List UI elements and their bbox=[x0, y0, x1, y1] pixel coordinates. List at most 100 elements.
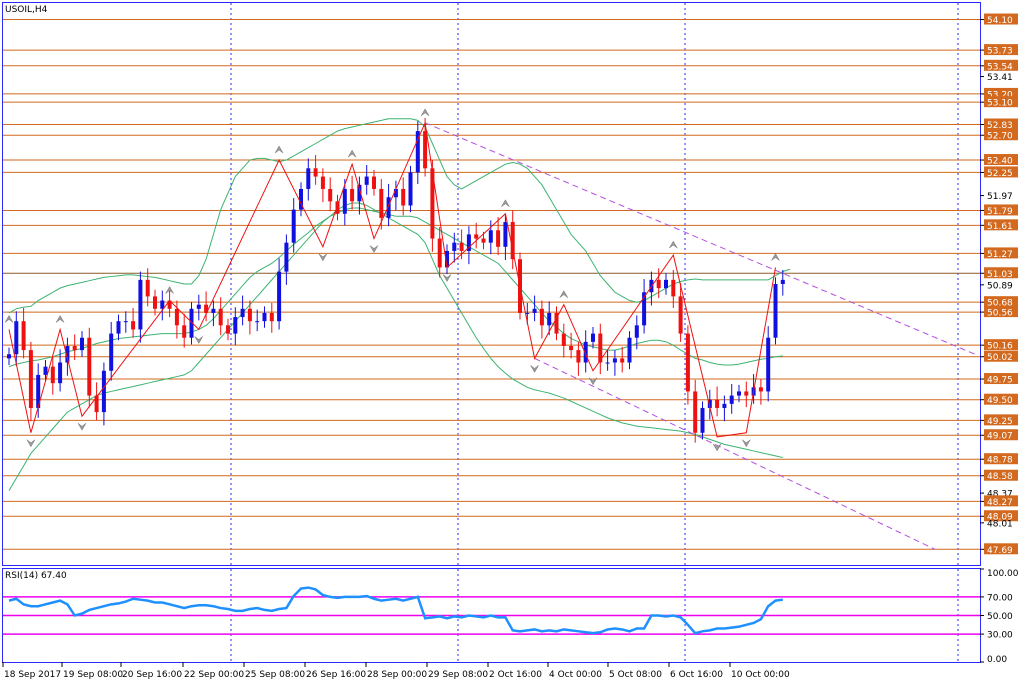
price-label-box bbox=[984, 154, 1018, 166]
price-tick-label: 53.41 bbox=[987, 73, 1013, 83]
candle-body bbox=[28, 350, 33, 408]
price-label-box bbox=[984, 129, 1018, 141]
price-label-box bbox=[984, 166, 1018, 178]
candle-body bbox=[21, 321, 26, 351]
channel-lines bbox=[424, 122, 976, 550]
candle-body bbox=[65, 345, 70, 363]
time-tick-label: 20 Sep 16:00 bbox=[122, 670, 182, 680]
candle-body bbox=[729, 395, 734, 404]
candle-body bbox=[612, 358, 617, 363]
fractal-down-marker bbox=[442, 274, 452, 282]
candle-body bbox=[576, 350, 581, 363]
price-tick-label: 52.40 bbox=[987, 157, 1013, 167]
candle-body bbox=[532, 308, 537, 313]
candle-body bbox=[627, 337, 632, 363]
candle-body bbox=[379, 188, 384, 218]
time-tick-label: 5 Oct 08:00 bbox=[609, 670, 662, 680]
price-tick-label: 51.61 bbox=[987, 222, 1013, 232]
candle-body bbox=[372, 176, 376, 189]
candle-body bbox=[240, 308, 245, 318]
price-tick-label: 48.37 bbox=[987, 490, 1013, 500]
candle-body bbox=[87, 337, 92, 396]
candle-body bbox=[247, 308, 252, 322]
candle-body bbox=[14, 321, 19, 355]
time-tick-label: 26 Sep 16:00 bbox=[306, 670, 366, 680]
channel-lower bbox=[534, 357, 936, 550]
price-label-box bbox=[984, 204, 1018, 216]
candle-body bbox=[766, 337, 771, 392]
rsi-tick-label: 70.00 bbox=[987, 593, 1013, 603]
candle-body bbox=[496, 230, 501, 247]
price-label-box bbox=[984, 247, 1018, 259]
price-label-box bbox=[984, 59, 1018, 71]
candle-body bbox=[554, 312, 559, 334]
time-tick-label: 28 Sep 00:00 bbox=[367, 670, 427, 680]
price-tick-label: 51.27 bbox=[987, 250, 1013, 260]
candle-body bbox=[299, 188, 303, 210]
time-tick-label: 2 Oct 16:00 bbox=[489, 670, 542, 680]
candle-body bbox=[174, 308, 179, 326]
candle-body bbox=[189, 308, 194, 338]
price-label-box bbox=[984, 267, 1018, 279]
price-label-box bbox=[984, 543, 1018, 555]
candle-body bbox=[583, 341, 588, 363]
candle-body bbox=[722, 403, 727, 408]
candle-body bbox=[773, 284, 778, 338]
band-bollinger-lower bbox=[8, 202, 783, 491]
candle-body bbox=[306, 168, 311, 189]
candle-body bbox=[277, 271, 282, 322]
candle-body bbox=[642, 292, 647, 326]
candle-body bbox=[430, 168, 435, 239]
price-tick-label: 52.25 bbox=[987, 169, 1013, 179]
candle-body bbox=[182, 325, 187, 338]
fractal-up-marker bbox=[55, 314, 65, 323]
candle-body bbox=[758, 387, 763, 392]
candle-body bbox=[503, 222, 508, 247]
price-tick-label: 50.02 bbox=[987, 353, 1013, 363]
candle-body bbox=[481, 238, 486, 243]
price-tick-label: 54.10 bbox=[987, 16, 1013, 26]
candle-body bbox=[437, 238, 442, 268]
fractal-down-marker bbox=[318, 253, 328, 262]
candle-body bbox=[196, 304, 201, 309]
price-label-box bbox=[984, 306, 1018, 318]
candle-body bbox=[386, 197, 391, 218]
candle-body bbox=[737, 391, 741, 396]
band-bollinger-middle bbox=[8, 207, 783, 368]
candle-body bbox=[598, 333, 603, 363]
candle-body bbox=[415, 131, 420, 173]
price-tick-label: 50.89 bbox=[987, 281, 1013, 291]
price-tick-label: 48.01 bbox=[987, 519, 1013, 529]
price-tick-label: 53.10 bbox=[987, 99, 1013, 109]
price-label-box bbox=[984, 429, 1018, 441]
rsi-line bbox=[8, 586, 783, 635]
fractal-down-marker bbox=[194, 336, 204, 344]
candle-body bbox=[284, 242, 289, 272]
candle-body bbox=[744, 391, 749, 396]
fractal-down-marker bbox=[588, 377, 598, 386]
price-label-box bbox=[984, 469, 1018, 481]
candle-body bbox=[671, 279, 676, 297]
candle-body bbox=[145, 279, 150, 297]
candle-body bbox=[685, 333, 690, 392]
candle-body bbox=[43, 366, 48, 375]
price-tick-label: 52.83 bbox=[987, 121, 1013, 131]
candle-body bbox=[620, 358, 625, 363]
price-tick-label: 49.25 bbox=[987, 417, 1013, 427]
candle-body bbox=[780, 279, 785, 284]
rsi-tick-label: 100.00 bbox=[987, 569, 1019, 579]
fractal-down-marker bbox=[742, 439, 751, 448]
time-tick-label: 29 Sep 08:00 bbox=[428, 670, 488, 680]
time-tick-label: 25 Sep 08:00 bbox=[245, 670, 305, 680]
candle-body bbox=[160, 300, 165, 309]
candle-body bbox=[233, 317, 238, 334]
price-label-box bbox=[984, 453, 1018, 465]
time-tick-label: 10 Oct 00:00 bbox=[731, 670, 790, 680]
price-label-box bbox=[984, 219, 1018, 231]
price-label-box bbox=[984, 87, 1018, 99]
horizontal-levels bbox=[3, 19, 980, 550]
bollinger-bands bbox=[8, 118, 791, 491]
candle-body bbox=[262, 312, 267, 322]
